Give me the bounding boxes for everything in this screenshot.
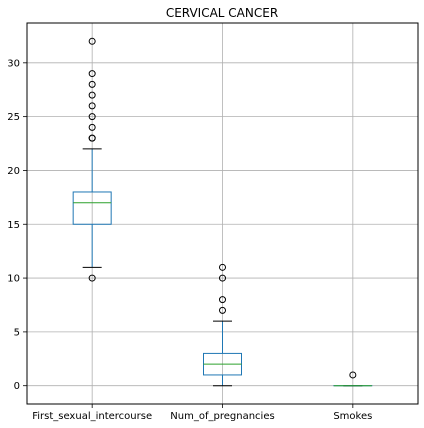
outlier-point [219, 263, 226, 271]
x-tick-label: Num_of_pregnancies [170, 411, 274, 422]
box-group [72, 37, 112, 282]
y-tick-label: 15 [7, 220, 20, 231]
y-tick-label: 25 [7, 112, 20, 123]
outlier-point [88, 113, 96, 121]
outlier-point [88, 70, 96, 78]
outlier-point [88, 37, 96, 45]
x-tick-label: Smokes [333, 411, 372, 422]
box-group [333, 371, 373, 387]
outlier-point [88, 123, 96, 131]
axes: 0 5 10 15 20 25 30 First_sexual_intercourse Num_… [7, 58, 372, 422]
outlier-point [88, 134, 96, 142]
box-iqr [72, 191, 112, 225]
outlier-point [219, 296, 226, 304]
chart-title: CERVICAL CANCER [166, 6, 278, 20]
outlier-point [88, 80, 96, 88]
y-tick-label: 5 [14, 327, 20, 338]
box-plot-marks [72, 37, 373, 387]
outlier-point [349, 371, 357, 379]
y-tick-label: 30 [7, 58, 20, 69]
x-tick-label: First_sexual_intercourse [32, 411, 152, 422]
outlier-point [88, 102, 96, 110]
y-tick-label: 0 [14, 381, 20, 392]
outlier-point [219, 274, 226, 282]
box-group [203, 263, 242, 387]
outlier-point [219, 306, 226, 314]
outlier-point [88, 274, 96, 282]
plot-area-frame [26, 22, 419, 405]
outlier-point [88, 91, 96, 99]
y-tick-label: 20 [7, 166, 20, 177]
y-tick-label: 10 [7, 274, 20, 285]
